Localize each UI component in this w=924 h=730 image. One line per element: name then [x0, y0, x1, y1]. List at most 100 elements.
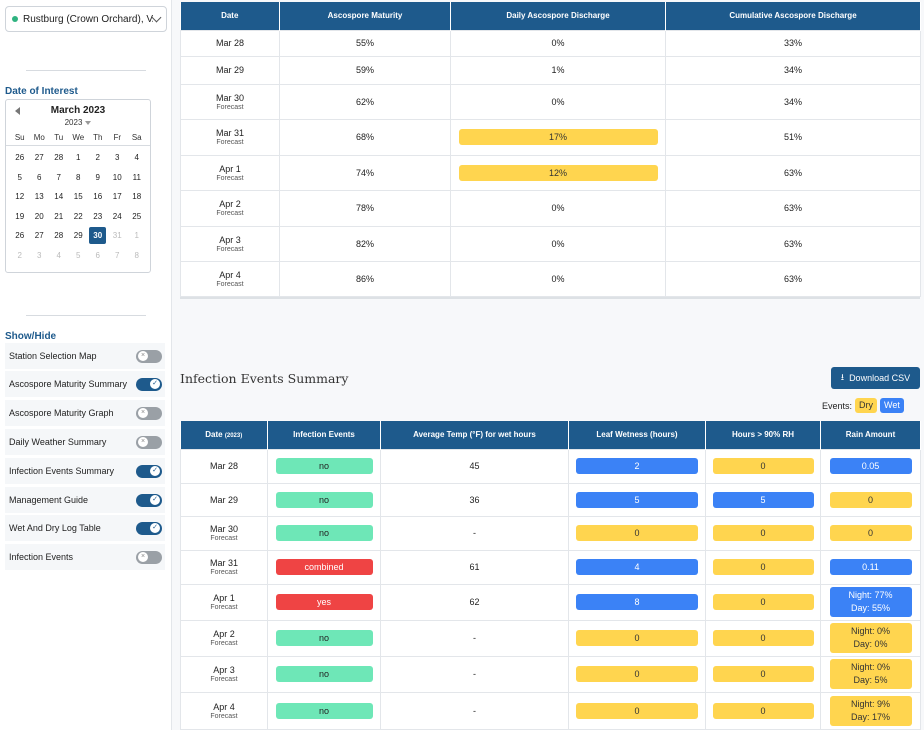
calendar-day[interactable]: 13	[34, 192, 44, 201]
calendar-year: 2023	[64, 118, 83, 127]
calendar-day[interactable]: 5	[17, 172, 22, 182]
calendar-day[interactable]: 19	[15, 211, 25, 221]
calendar-day[interactable]: 28	[54, 153, 64, 162]
calendar-day[interactable]: 26	[15, 153, 25, 162]
divider	[26, 315, 146, 316]
calendar-day[interactable]: 27	[34, 231, 44, 240]
date-text: Apr 2	[219, 199, 241, 209]
rain-amount-value: Night: 0%	[850, 662, 891, 672]
toggle-row-infection-events-summary: Infection Events Summary ✓	[5, 458, 165, 484]
calendar-day[interactable]: 17	[112, 192, 122, 201]
maturity-cell: 82%	[279, 225, 451, 262]
rain-amount-badge: 0	[829, 491, 912, 508]
hours-rh-cell: 0	[705, 619, 821, 657]
calendar-day[interactable]: 11	[132, 172, 141, 182]
hours-rh-badge: 0	[712, 702, 814, 719]
calendar-day[interactable]: 6	[37, 172, 42, 182]
calendar-day[interactable]: 12	[15, 192, 25, 201]
hours-rh-cell: 0	[705, 583, 821, 621]
col-header-date: Date (2023)	[180, 421, 268, 449]
calendar-day[interactable]: 15	[73, 192, 83, 201]
calendar-day[interactable]: 21	[54, 211, 64, 221]
leaf-wetness-cell: 8	[568, 583, 706, 621]
close-icon: ×	[138, 408, 148, 418]
calendar-day: 5	[76, 250, 81, 260]
calendar-day[interactable]: 7	[56, 172, 61, 182]
date-text: Apr 3	[219, 234, 241, 245]
calendar-day[interactable]: 22	[73, 211, 83, 221]
toggle-switch-station-selection-map[interactable]: ×	[136, 349, 162, 363]
date-text: Mar 28	[215, 38, 244, 48]
calendar-day[interactable]: 3	[115, 153, 120, 162]
calendar-day-selected[interactable]: 30	[89, 227, 107, 244]
date-text: Mar 29	[215, 65, 244, 75]
calendar-day[interactable]: 23	[93, 211, 103, 221]
forecast-label: Forecast	[210, 676, 238, 683]
calendar-day[interactable]: 2	[95, 153, 100, 162]
calendar-day[interactable]: 4	[134, 153, 139, 162]
calendar-day[interactable]: 10	[112, 172, 122, 182]
calendar-day[interactable]: 1	[76, 153, 81, 162]
table-row: Apr 4 Forecast no -0 0 Night: 9% Day: 17%	[180, 691, 921, 730]
calendar-day[interactable]: 9	[95, 172, 100, 182]
toggle-switch-daily-weather-summary[interactable]: ×	[136, 435, 162, 449]
table-row: Apr 3 Forecast 82% 0% 63%	[180, 225, 921, 262]
rain-amount-cell: Night: 9% Day: 17%	[820, 691, 921, 730]
table-header-row: Date Ascospore Maturity Daily Ascospore Di…	[180, 2, 921, 30]
toggle-switch-infection-events-summary[interactable]: ✓	[136, 464, 162, 478]
toggle-switch-ascospore-maturity-summary[interactable]: ✓	[136, 377, 162, 391]
infection-event-cell: no	[267, 448, 381, 484]
chevron-down-icon[interactable]	[151, 12, 162, 22]
date-cell: Apr 2 Forecast	[180, 189, 280, 227]
calendar-day[interactable]: 24	[112, 211, 122, 221]
calendar-day[interactable]: 25	[132, 211, 142, 221]
calendar-day[interactable]: 29	[73, 231, 83, 240]
calendar-day[interactable]: 27	[34, 153, 44, 162]
rain-amount-value: Day: 0%	[853, 639, 888, 649]
leaf-wetness-cell: 5	[568, 482, 706, 517]
toggle-label: Infection Events Summary	[9, 466, 115, 476]
calendar-day[interactable]: 8	[76, 172, 81, 182]
calendar-day[interactable]: 26	[15, 231, 25, 240]
date-cell: Mar 28	[180, 29, 280, 57]
check-icon: ✓	[150, 466, 160, 476]
hours-rh-badge: 0	[712, 458, 814, 474]
forecast-label: Forecast	[210, 604, 238, 611]
previous-month-icon[interactable]	[15, 107, 20, 115]
hours-rh-badge: 0	[712, 525, 814, 541]
download-csv-button[interactable]: ⭳ Download CSV	[831, 367, 920, 389]
date-cell: Mar 29	[180, 55, 280, 85]
toggle-switch-infection-events[interactable]: ×	[136, 550, 162, 564]
calendar-day[interactable]: 16	[93, 192, 103, 201]
forecast-label: Forecast	[216, 210, 244, 217]
calendar-day[interactable]: 20	[34, 211, 44, 221]
daily-discharge-cell: 12%	[450, 154, 666, 191]
infection-event-badge: no	[275, 666, 373, 682]
calendar-day[interactable]: 18	[132, 192, 142, 201]
maturity-cell: 86%	[279, 260, 451, 297]
toggle-switch-management-guide[interactable]: ✓	[136, 493, 162, 507]
infection-event-cell: no	[267, 515, 381, 551]
rain-amount-value: 0	[867, 494, 873, 505]
station-select[interactable]: Rustburg (Crown Orchard), VA	[5, 6, 167, 32]
leaf-wetness-cell: 0	[568, 691, 706, 730]
table-row: Apr 1 Forecast 74% 12% 63%	[180, 154, 921, 191]
calendar-day[interactable]: 14	[54, 192, 64, 201]
date-text: Apr 1	[213, 593, 235, 603]
calendar-day[interactable]: 28	[54, 231, 64, 240]
toggle-switch-ascospore-maturity-graph[interactable]: ×	[136, 406, 162, 420]
date-text: Mar 28	[209, 461, 238, 471]
toggle-switch-wet-and-dry-log-table[interactable]: ✓	[136, 521, 162, 535]
leaf-wetness-badge: 0	[576, 702, 698, 719]
hours-rh-badge: 0	[712, 559, 814, 575]
toggle-row-daily-weather-summary: Daily Weather Summary ×	[5, 429, 165, 455]
forecast-label: Forecast	[210, 712, 238, 720]
date-cell: Mar 30 Forecast	[180, 515, 268, 551]
infection-event-cell: no	[267, 691, 381, 730]
table-row: Mar 31 Forecast combined 61 4 0 0.11	[180, 549, 921, 585]
calendar-year-select[interactable]: 2023	[6, 118, 150, 127]
col-header: Daily Ascospore Discharge	[450, 2, 666, 30]
calendar-weekdays: Su Mo Tu We Th Fr Sa	[6, 130, 150, 146]
average-temp-cell: -	[380, 655, 569, 693]
weekday-label: Mo	[33, 133, 45, 142]
